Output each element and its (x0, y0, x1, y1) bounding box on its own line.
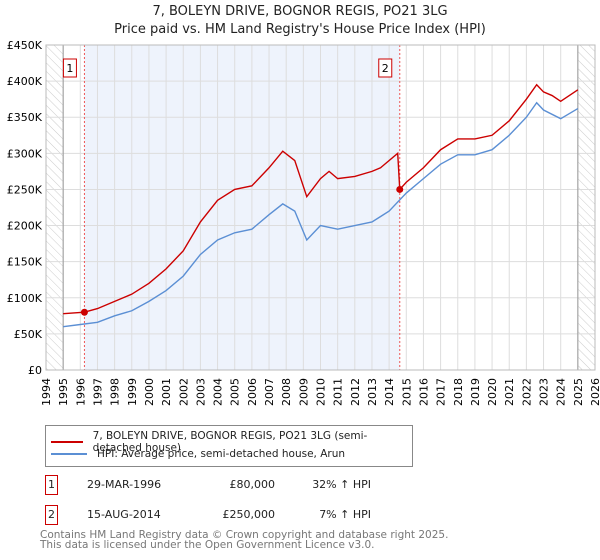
y-tick-label: £450K (7, 39, 43, 52)
sale-point (80, 308, 88, 316)
hatch-left (46, 45, 64, 370)
x-tick-label: 2005 (229, 378, 242, 406)
annotation-box (378, 58, 393, 78)
legend: 7, BOLEYN DRIVE, BOGNOR REGIS, PO21 3LG … (45, 425, 413, 467)
x-tick-label: 2020 (486, 378, 499, 406)
chart-title: 7, BOLEYN DRIVE, BOGNOR REGIS, PO21 3LG (152, 4, 448, 19)
chart-subtitle: Price paid vs. HM Land Registry's House … (114, 22, 486, 37)
x-tick-label: 2006 (246, 378, 259, 406)
x-tick-label: 2002 (177, 378, 190, 406)
transaction-price: £80,000 (229, 478, 276, 491)
hatch-right (577, 45, 595, 370)
legend-blue-line (51, 453, 87, 455)
transaction-badge: 1 (45, 475, 58, 495)
transaction-date: 29-MAR-1996 (87, 478, 162, 491)
transaction-row: 1 29-MAR-1996 £80,000 32% ↑ HPI (45, 475, 385, 495)
shaded-ownership-region (84, 45, 400, 370)
annotation-box (62, 58, 77, 78)
x-tick-label: 2026 (589, 378, 600, 406)
x-tick-label: 2024 (555, 378, 568, 406)
footer: Contains HM Land Registry data © Crown c… (40, 529, 449, 551)
legend-red-line (51, 441, 83, 443)
x-tick-label: 1994 (40, 378, 53, 406)
x-tick-label: 2012 (349, 378, 362, 406)
transaction-hpi: 7% ↑ HPI (319, 508, 371, 521)
x-tick-label: 2009 (297, 378, 310, 406)
x-tick-label: 2001 (160, 378, 173, 406)
x-tick-label: 1995 (57, 378, 70, 406)
x-tick-label: 2025 (572, 378, 585, 406)
x-tick-label: 2015 (400, 378, 413, 406)
x-tick-label: 2022 (520, 378, 533, 406)
x-tick-label: 2003 (194, 378, 207, 406)
x-tick-label: 1999 (126, 378, 139, 406)
transaction-date: 15-AUG-2014 (87, 508, 161, 521)
footer-line2: This data is licensed under the Open Gov… (40, 539, 375, 551)
legend-property: 7, BOLEYN DRIVE, BOGNOR REGIS, PO21 3LG … (92, 430, 368, 454)
price-chart: 1994 1995 1996 1997 1998 1999 2000 2001 2002 2003… (7, 39, 600, 406)
y-tick-label: £150K (7, 256, 43, 269)
x-tick-label: 2000 (143, 378, 156, 406)
x-tick-label: 1997 (91, 378, 104, 406)
y-tick-label: £100K (7, 292, 43, 305)
x-tick-label: 2007 (263, 378, 276, 406)
sale-point (396, 185, 404, 193)
property-price-line (63, 83, 579, 315)
footer-line1: Contains HM Land Registry data © Crown c… (40, 529, 449, 541)
transaction-hpi: 32% ↑ HPI (312, 478, 371, 491)
x-tick-label: 1996 (74, 378, 87, 406)
x-tick-label: 2017 (435, 378, 448, 406)
x-tick-label: 2021 (503, 378, 516, 406)
x-tick-label: 2023 (538, 378, 551, 406)
hpi-line (63, 101, 579, 328)
x-tick-label: 2013 (366, 378, 379, 406)
x-tick-label: 2016 (417, 378, 430, 406)
x-tick-label: 1998 (109, 378, 122, 406)
y-tick-label: £0 (28, 364, 42, 377)
x-tick-label: 2011 (332, 378, 345, 406)
y-tick-label: £400K (7, 75, 43, 88)
y-tick-label: £50K (14, 328, 43, 341)
x-tick-label: 2014 (383, 378, 396, 406)
y-tick-label: £250K (7, 183, 43, 196)
y-tick-label: £300K (7, 147, 43, 160)
transaction-badge: 2 (45, 505, 58, 525)
annotation-label: 1 (66, 62, 73, 75)
annotation-label: 2 (382, 62, 389, 75)
y-tick-label: £200K (7, 220, 43, 233)
transaction-row: 2 15-AUG-2014 £250,000 7% ↑ HPI (45, 505, 385, 525)
legend-hpi: HPI: Average price, semi-detached house,… (97, 448, 346, 460)
x-tick-label: 2004 (212, 378, 225, 406)
transaction-price: £250,000 (222, 508, 276, 521)
x-tick-label: 2019 (469, 378, 482, 406)
x-tick-label: 2008 (280, 378, 293, 406)
plot-border (45, 44, 596, 371)
x-tick-label: 2010 (315, 378, 328, 406)
x-tick-label: 2018 (452, 378, 465, 406)
y-tick-label: £350K (7, 111, 43, 124)
